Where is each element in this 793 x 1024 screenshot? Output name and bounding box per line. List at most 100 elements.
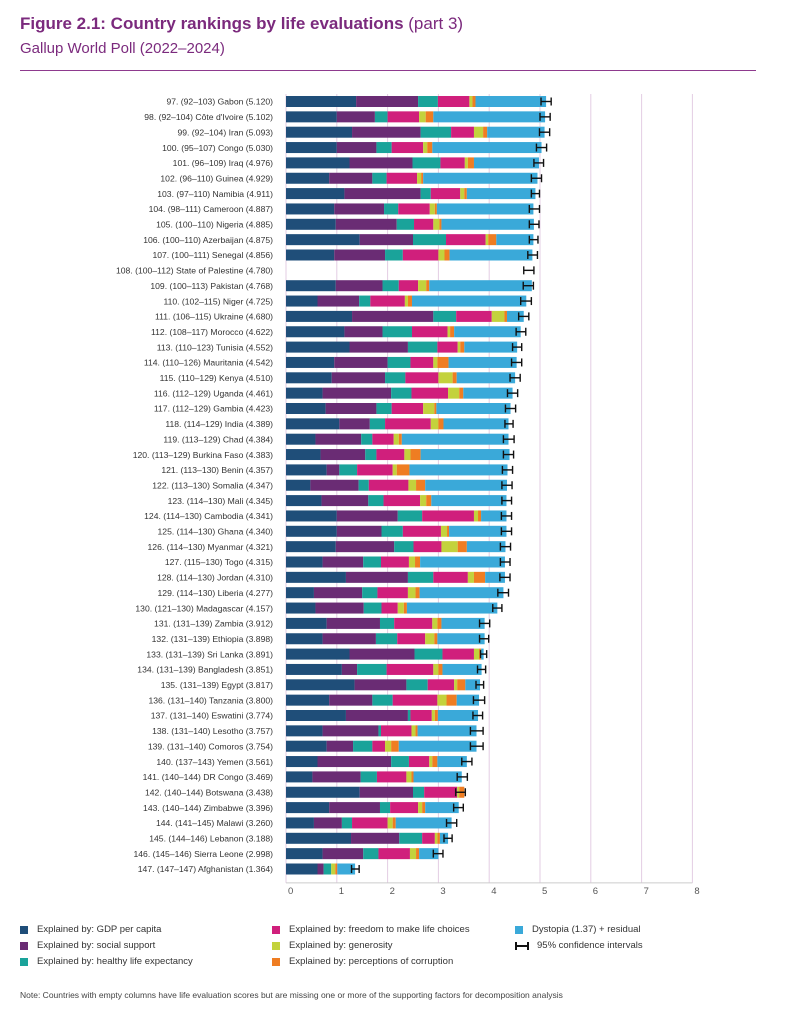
bar-segment <box>425 479 507 491</box>
row-label: 125. (114–130) Ghana (4.340) <box>158 527 274 537</box>
bar-segment <box>323 863 332 875</box>
bar-segment <box>286 541 336 553</box>
bar-segment <box>425 802 459 814</box>
bar-segment <box>349 341 408 353</box>
row-label: 139. (131–140) Comoros (3.754) <box>148 741 273 751</box>
bar-segment <box>417 725 477 737</box>
bar-segment <box>335 218 397 230</box>
bar-segment <box>473 510 479 522</box>
bar-segment <box>317 863 324 875</box>
row-label: 123. (114–130) Mali (4.345) <box>168 496 274 506</box>
bar-segment <box>443 418 509 430</box>
bar-segment <box>441 541 458 553</box>
bar-segment <box>398 433 402 445</box>
row-label: 116. (112–129) Uganda (4.461) <box>154 388 273 398</box>
bar-segment <box>427 142 433 154</box>
bar-segment <box>464 188 467 200</box>
bar-segment <box>456 310 492 322</box>
bar-segment <box>414 218 434 230</box>
bar-segment <box>334 356 388 368</box>
legend-item-social-support: Explained by: social support <box>20 940 155 951</box>
bar-segment <box>423 172 538 184</box>
bar-segment <box>449 525 507 537</box>
bar-segment <box>434 832 438 844</box>
bar-segment <box>286 403 326 414</box>
bar-segment <box>368 495 384 507</box>
bar-segment <box>419 111 426 123</box>
bar-segment <box>357 464 393 476</box>
bar-segment <box>487 126 545 138</box>
legend-label-dystopia: Dystopia (1.37) + residual <box>532 924 641 935</box>
bar-segment <box>286 648 350 660</box>
bar-segment <box>341 817 353 829</box>
bar-segment <box>460 341 465 353</box>
bar-segment <box>456 694 480 706</box>
x-tick-label: 3 <box>440 886 445 897</box>
bar-segment <box>420 126 452 138</box>
bar-segment <box>440 157 465 169</box>
bar-segment <box>378 848 410 860</box>
bar-segment <box>447 326 451 338</box>
bar-segment <box>375 633 398 645</box>
row-label: 98. (92–104) Côte d'Ivoire (5.102) <box>144 112 273 122</box>
bar-segment <box>431 495 507 507</box>
legend-label-social-support: Explained by: social support <box>37 940 156 951</box>
bar-segment <box>286 449 321 461</box>
bar-segment <box>390 802 419 814</box>
bar-segment <box>361 433 373 445</box>
bar-segment <box>437 694 447 706</box>
bar-segment <box>438 249 445 261</box>
legend-item-health: Explained by: healthy life expectancy <box>20 956 193 967</box>
bar-segment <box>413 786 425 798</box>
row-label: 144. (141–145) Malawi (3.260) <box>156 818 273 828</box>
bar-segment <box>379 617 395 629</box>
row-label: 117. (112–129) Gambia (4.423) <box>154 404 273 414</box>
bar-segment <box>391 740 399 752</box>
bar-segment <box>422 802 426 814</box>
bar-segment <box>286 679 355 691</box>
bar-segment <box>286 587 314 599</box>
bar-segment <box>392 694 438 706</box>
bar-segment <box>413 541 442 553</box>
bar-segment <box>376 403 392 414</box>
bar-segment <box>312 771 361 783</box>
bar-segment <box>448 387 460 399</box>
bar-segment <box>478 510 482 522</box>
bar-segment <box>423 142 428 154</box>
bar-segment <box>387 111 420 123</box>
bar-segment <box>382 280 399 292</box>
bar-segment <box>360 771 377 783</box>
bar-segment <box>380 725 412 737</box>
bar-segment <box>392 464 397 476</box>
footnote: Note: Countries with empty columns have … <box>20 990 563 1000</box>
bar-segment <box>286 525 337 537</box>
bar-segment <box>402 525 441 537</box>
row-label: 122. (113–130) Somalia (4.347) <box>152 480 273 490</box>
bar-segment <box>430 188 461 200</box>
row-label: 120. (113–129) Burkina Faso (4.383) <box>133 450 273 460</box>
x-tick-label: 6 <box>593 886 598 897</box>
bar-segment <box>385 740 392 752</box>
x-tick-label: 2 <box>390 886 395 897</box>
bar-segment <box>286 418 340 430</box>
bar-segment <box>322 556 364 568</box>
bar-segment <box>286 295 318 307</box>
bar-segment <box>384 203 399 215</box>
bar-segment <box>416 479 426 491</box>
bar-segment <box>410 356 434 368</box>
bar-segment <box>336 510 398 522</box>
row-label: 141. (140–144) DR Congo (3.469) <box>143 772 274 782</box>
legend-item-freedom: Explained by: freedom to make life choic… <box>272 924 470 935</box>
x-tick-label: 8 <box>694 886 699 897</box>
bar-segment <box>372 433 394 445</box>
bar-segment <box>448 356 517 368</box>
row-label: 126. (114–130) Myanmar (4.321) <box>148 542 274 552</box>
bar-segment <box>341 663 358 675</box>
bar-segment <box>473 157 539 169</box>
bar-segment <box>286 617 327 629</box>
bar-segment <box>376 449 405 461</box>
row-label: 112. (108–117) Morocco (4.622) <box>151 327 273 337</box>
bar-segment <box>401 433 509 445</box>
bar-segment <box>431 710 435 721</box>
bar-segment <box>407 571 434 583</box>
